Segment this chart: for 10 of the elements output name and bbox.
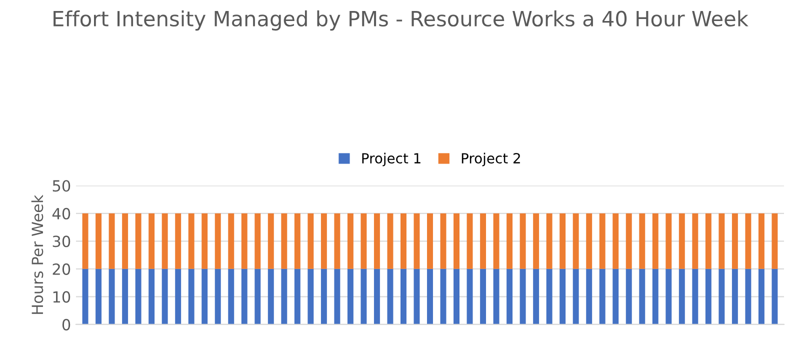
legend-label: Project 2 [462, 152, 520, 166]
y-tick-label: 30 [52, 236, 70, 248]
chart-title: Effort Intensity Managed by PMs - Resource Works a 40 Hour Week [54, 10, 748, 31]
y-axis-title: Hours Per Week [31, 194, 44, 314]
y-tick-label: 40 [52, 208, 70, 220]
y-tick-label: 0 [62, 318, 70, 330]
y-tick-label: 20 [52, 263, 70, 275]
y-tick-label: 50 [52, 180, 70, 192]
legend-label: Project 1 [362, 152, 420, 166]
y-tick-label: 10 [53, 291, 70, 303]
